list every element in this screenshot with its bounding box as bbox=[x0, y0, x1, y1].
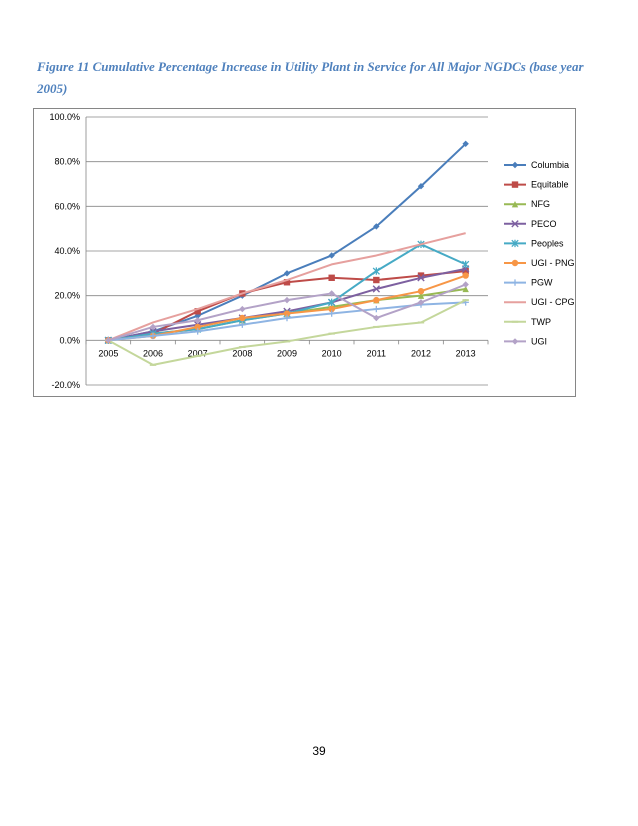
data-point bbox=[283, 279, 291, 286]
data-point bbox=[372, 285, 381, 293]
data-point bbox=[194, 308, 201, 315]
data-point bbox=[462, 260, 470, 269]
x-tick-label: 2011 bbox=[367, 348, 386, 358]
legend-marker bbox=[511, 338, 519, 345]
page-number: 39 bbox=[312, 744, 326, 758]
data-point bbox=[373, 223, 380, 230]
chart-frame: 100.0% 80.0% 60.0% 40.0% 20.0% 0.0% -20.0% 2005… bbox=[33, 108, 576, 397]
line-chart: 100.0% 80.0% 60.0% 40.0% 20.0% 0.0% -20.0% 2005… bbox=[49, 112, 575, 390]
x-tick-label: 2006 bbox=[143, 348, 163, 358]
data-point bbox=[373, 305, 380, 313]
data-point bbox=[328, 274, 335, 281]
legend-label: Equitable bbox=[531, 180, 569, 190]
legend-marker bbox=[511, 181, 519, 188]
legend-marker bbox=[511, 279, 519, 286]
data-point bbox=[239, 321, 246, 328]
data-point bbox=[417, 272, 425, 279]
legend-label: UGI - PNG bbox=[531, 258, 575, 268]
y-tick-label: 60.0% bbox=[54, 201, 80, 211]
legend-label: Peoples bbox=[531, 238, 564, 248]
legend-marker bbox=[511, 259, 519, 267]
x-tick-label: 2009 bbox=[277, 348, 297, 358]
legend-label: TWP bbox=[531, 317, 551, 327]
legend-marker bbox=[511, 239, 519, 248]
y-tick-label: 80.0% bbox=[54, 157, 80, 167]
series-line-ugi-cpg bbox=[107, 232, 466, 342]
x-tick-label: 2010 bbox=[322, 348, 342, 358]
y-tick-label: -20.0% bbox=[51, 380, 80, 390]
data-point bbox=[283, 270, 291, 277]
legend-label: PECO bbox=[531, 219, 557, 229]
data-point bbox=[417, 274, 425, 282]
legend-label: NFG bbox=[531, 199, 550, 209]
data-point bbox=[328, 305, 335, 313]
data-point bbox=[373, 276, 380, 284]
legend-marker bbox=[511, 220, 519, 228]
data-point bbox=[194, 317, 201, 324]
data-point bbox=[328, 252, 335, 259]
x-tick-label: 2008 bbox=[232, 348, 252, 358]
data-point bbox=[283, 314, 291, 322]
data-point bbox=[239, 314, 246, 322]
data-point bbox=[194, 323, 201, 331]
data-point bbox=[283, 310, 291, 317]
y-tick-label: 100.0% bbox=[49, 112, 80, 122]
series-line-pgw bbox=[108, 301, 466, 342]
data-point bbox=[417, 292, 425, 299]
data-point bbox=[462, 285, 469, 293]
legend-label: Columbia bbox=[531, 160, 569, 170]
x-tick-label: 2012 bbox=[411, 348, 431, 358]
data-point bbox=[462, 140, 469, 147]
data-point bbox=[373, 296, 380, 304]
data-point bbox=[462, 267, 469, 275]
legend-label: UGI bbox=[531, 336, 547, 346]
data-point bbox=[328, 310, 335, 317]
y-tick-label: 20.0% bbox=[54, 291, 80, 301]
x-tick-label: 2013 bbox=[456, 348, 476, 358]
data-point bbox=[462, 281, 469, 288]
legend-marker bbox=[511, 201, 519, 208]
data-point bbox=[105, 337, 112, 344]
data-point bbox=[283, 296, 291, 304]
x-tick-label: 2005 bbox=[98, 348, 118, 358]
data-point bbox=[328, 290, 335, 297]
legend-marker bbox=[511, 161, 519, 169]
data-point bbox=[462, 272, 469, 279]
legend-label: PGW bbox=[531, 278, 553, 288]
data-point bbox=[149, 332, 157, 340]
data-point bbox=[239, 305, 246, 313]
data-point bbox=[417, 183, 425, 190]
legend-label: UGI - CPG bbox=[531, 297, 575, 307]
y-tick-label: 40.0% bbox=[54, 246, 80, 256]
y-tick-label: 0.0% bbox=[59, 335, 80, 345]
data-point bbox=[328, 298, 336, 307]
data-point bbox=[417, 288, 425, 295]
data-point bbox=[372, 267, 380, 275]
data-point bbox=[194, 328, 201, 335]
data-point bbox=[149, 323, 157, 331]
figure-caption: Figure 11 Cumulative Percentage Increase… bbox=[37, 59, 584, 96]
data-point bbox=[373, 314, 380, 322]
x-tick-label: 2007 bbox=[188, 348, 208, 358]
